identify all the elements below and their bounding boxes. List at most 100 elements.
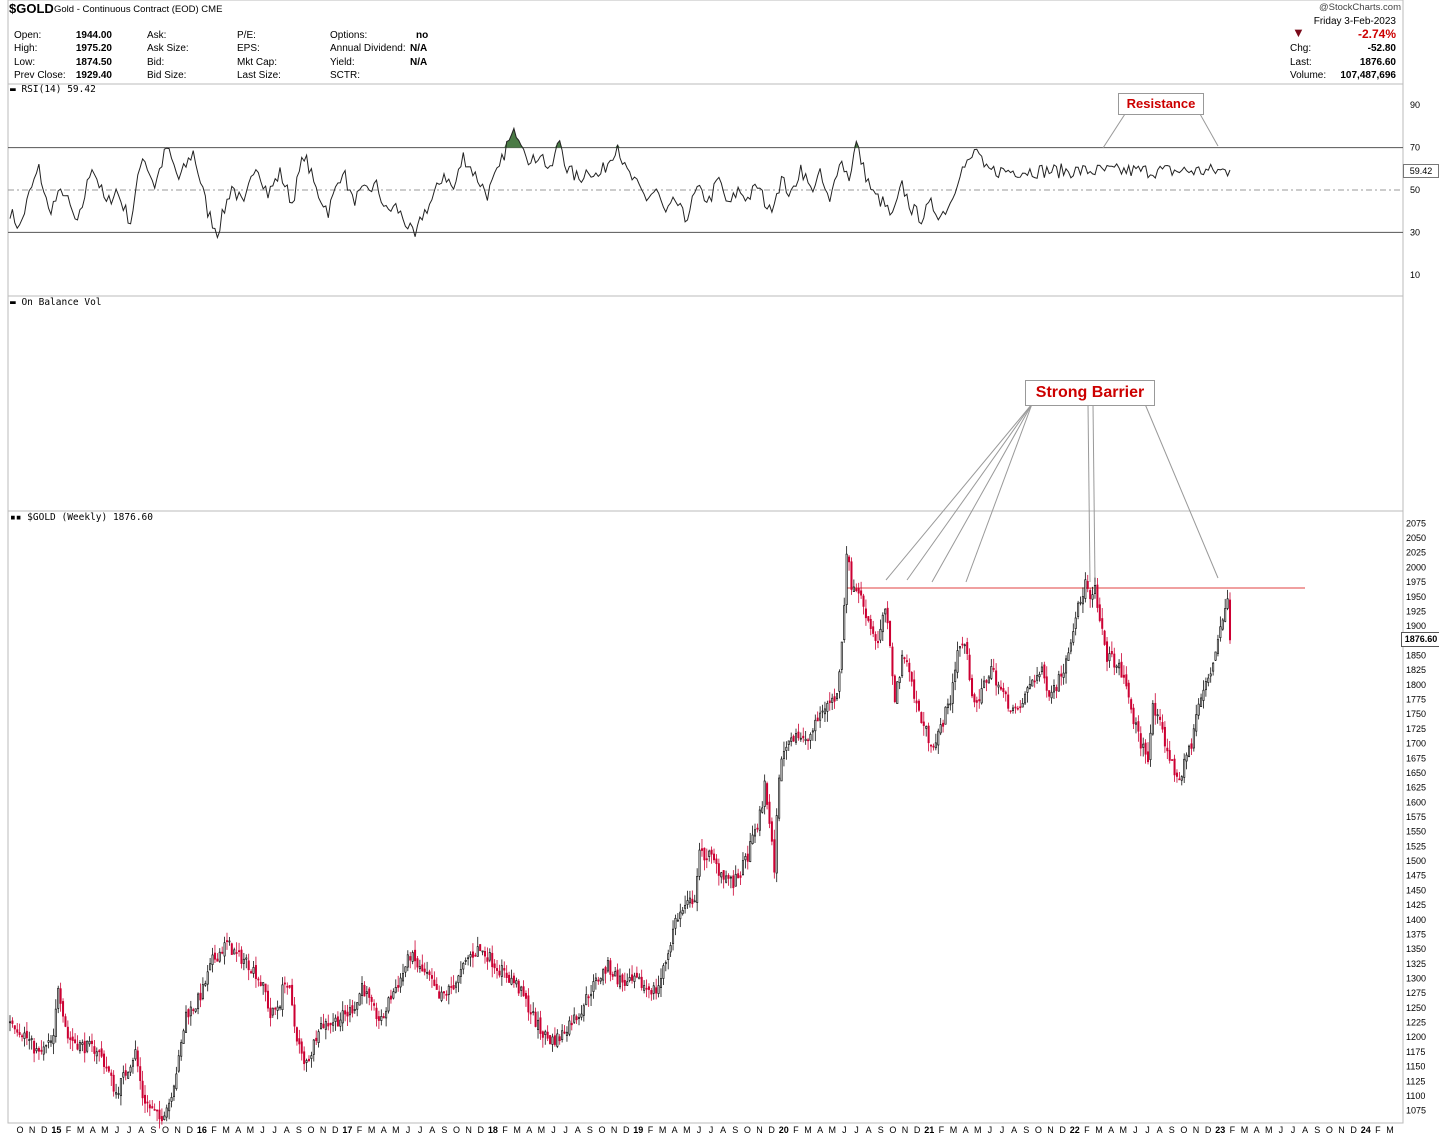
candle-body: [768, 801, 771, 824]
x-tick-label: M: [1241, 1125, 1249, 1135]
candle-body: [1142, 743, 1145, 748]
x-tick-label: F: [1084, 1125, 1090, 1135]
x-tick-label: J: [697, 1125, 702, 1135]
candle-body: [426, 971, 429, 974]
candle-body: [773, 839, 776, 873]
candle-body: [816, 717, 819, 722]
price-tick-label: 1700: [1406, 739, 1426, 749]
candle-body: [693, 900, 696, 903]
candle-body: [438, 991, 441, 999]
candle-body: [602, 969, 605, 981]
candle-body: [999, 686, 1002, 690]
candle-body: [645, 987, 648, 990]
x-tick-label: M: [392, 1125, 400, 1135]
candle-body: [153, 1109, 156, 1111]
x-tick-label: O: [16, 1125, 23, 1135]
candle-body: [370, 997, 373, 1002]
candle-body: [920, 712, 923, 724]
candle-body: [146, 1101, 149, 1104]
x-tick-label: S: [150, 1125, 156, 1135]
candle-body: [893, 675, 896, 702]
candle-body: [1108, 653, 1111, 662]
candle-body: [223, 942, 226, 957]
x-tick-label: M: [222, 1125, 230, 1135]
x-tick-label: N: [611, 1125, 618, 1135]
candle-body: [997, 684, 1000, 688]
candle-body: [958, 646, 961, 649]
candle-body: [872, 626, 875, 634]
candle-body: [418, 966, 421, 970]
candle-body: [1125, 674, 1128, 687]
candle-body: [1036, 675, 1039, 681]
x-tick-label: J: [1000, 1125, 1005, 1135]
candle-body: [968, 654, 971, 680]
candle-body: [1074, 617, 1077, 629]
x-tick-label: M: [659, 1125, 667, 1135]
candle-body: [242, 958, 245, 964]
candle-body: [585, 994, 588, 1006]
candle-body: [33, 1040, 36, 1054]
price-tick-label: 1150: [1406, 1062, 1425, 1072]
candle-body: [1159, 716, 1162, 720]
candle-body: [1038, 674, 1041, 678]
candle-body: [312, 1039, 315, 1055]
high-label: High:: [14, 43, 38, 54]
candle-body: [737, 873, 740, 879]
candle-body: [414, 949, 417, 962]
candle-body: [452, 984, 455, 990]
candle-body: [40, 1049, 43, 1052]
x-tick-label: N: [1338, 1125, 1345, 1135]
candle-body: [430, 975, 433, 979]
x-tick-label: M: [683, 1125, 691, 1135]
x-tick-label: M: [513, 1125, 521, 1135]
x-tick-label: F: [211, 1125, 217, 1135]
x-tick-label: M: [538, 1125, 546, 1135]
candle-body: [93, 1046, 96, 1054]
candle-body: [855, 588, 858, 591]
candle-body: [307, 1058, 310, 1061]
candle-body: [609, 960, 612, 975]
x-tick-label: F: [502, 1125, 508, 1135]
candle-body: [252, 967, 255, 974]
candle-body: [879, 628, 882, 641]
x-tick-label: 24: [1361, 1125, 1371, 1135]
candle-body: [505, 972, 508, 978]
candle-body: [315, 1037, 318, 1042]
last-size-label: Last Size:: [237, 70, 281, 81]
candle-body: [129, 1066, 132, 1073]
candle-body: [852, 586, 855, 592]
volume-value: 107,487,696: [1340, 70, 1396, 81]
candle-body: [122, 1072, 125, 1078]
candle-body: [705, 858, 708, 861]
last-value: 1876.60: [1359, 57, 1396, 68]
candle-body: [404, 966, 407, 973]
candle-body: [399, 977, 402, 988]
candle-body: [1065, 658, 1068, 674]
candle-body: [1040, 666, 1043, 673]
price-tick-label: 1950: [1406, 592, 1426, 602]
candle-body: [238, 950, 241, 953]
candle-body: [898, 677, 901, 683]
candle-body: [864, 608, 867, 619]
candle-body: [1110, 651, 1113, 655]
x-tick-label: M: [1095, 1125, 1103, 1135]
chart-border: [7, 0, 1404, 1124]
price-tick-label: 1475: [1406, 871, 1426, 881]
x-tick-label: D: [623, 1125, 630, 1135]
candle-body: [1147, 751, 1150, 763]
candle-body: [761, 807, 764, 813]
candle-body: [1171, 759, 1174, 761]
candle-body: [1007, 694, 1010, 709]
x-tick-label: O: [453, 1125, 460, 1135]
x-tick-label: J: [842, 1125, 847, 1135]
candle-body: [76, 1043, 79, 1050]
candle-body: [751, 834, 754, 845]
candle-body: [257, 978, 260, 981]
candle-body: [192, 1009, 195, 1011]
candle-body: [201, 984, 204, 1000]
candle-body: [57, 987, 60, 1009]
candle-body: [741, 860, 744, 875]
candle-body: [288, 985, 291, 988]
candle-body: [1192, 728, 1195, 749]
